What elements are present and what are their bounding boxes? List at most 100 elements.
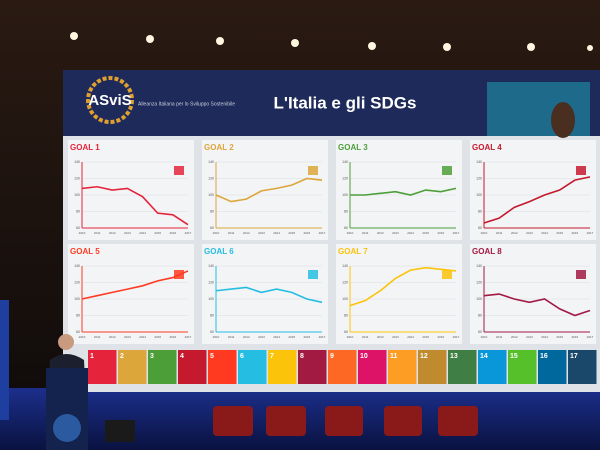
y-tick-label: 100 [342, 297, 348, 301]
x-tick-label: 2017 [587, 231, 594, 235]
y-tick-label: 100 [342, 193, 348, 197]
x-tick-label: 2012 [377, 335, 384, 339]
x-tick-label: 2013 [392, 231, 399, 235]
sdg-number: 15 [510, 353, 518, 360]
y-tick-label: 60 [210, 330, 214, 334]
y-tick-label: 80 [210, 209, 214, 213]
goal-panel: GOAL 8 60 80 100 120 140 2010 2011 2012 2013 2014 2… [470, 244, 596, 344]
sdg-icon [328, 350, 357, 384]
sdg-icon [448, 350, 477, 384]
x-tick-label: 2016 [304, 231, 311, 235]
x-tick-label: 2010 [347, 231, 354, 235]
goal-line [350, 187, 457, 196]
x-tick-label: 2016 [304, 335, 311, 339]
x-tick-label: 2016 [572, 335, 579, 339]
y-tick-label: 100 [74, 297, 80, 301]
goal-panel: GOAL 7 60 80 100 120 140 2010 2011 2012 2013 2014 2… [336, 244, 462, 344]
goal-title: GOAL 5 [70, 247, 100, 256]
slide-title: L'Italia e gli SDGs [274, 93, 417, 112]
goal-panel: GOAL 2 60 80 100 120 140 2010 2011 2012 2013 2014 2… [202, 140, 328, 240]
x-tick-label: 2014 [541, 335, 548, 339]
x-tick-label: 2011 [228, 335, 235, 339]
y-tick-label: 80 [76, 313, 80, 317]
y-tick-label: 100 [74, 193, 80, 197]
y-tick-label: 100 [208, 297, 214, 301]
logo-subtitle: Alleanza Italiana per lo Sviluppo Sosten… [138, 101, 235, 107]
y-tick-label: 60 [344, 226, 348, 230]
y-tick-label: 100 [208, 193, 214, 197]
y-tick-label: 60 [76, 226, 80, 230]
y-tick-label: 60 [344, 330, 348, 334]
x-tick-label: 2014 [273, 231, 280, 235]
podium-logo [53, 414, 81, 442]
sdg-icon [118, 350, 147, 384]
sdg-icon [358, 350, 387, 384]
x-tick-label: 2012 [377, 231, 384, 235]
x-tick-label: 2011 [362, 231, 369, 235]
sdg-number: 3 [150, 353, 154, 360]
y-tick-label: 80 [344, 313, 348, 317]
goal-icon [308, 166, 318, 175]
goal-line [483, 176, 591, 224]
y-tick-label: 120 [342, 280, 348, 284]
y-tick-label: 140 [342, 264, 348, 268]
x-tick-label: 2015 [422, 335, 429, 339]
goal-title: GOAL 4 [472, 143, 502, 152]
sdg-number: 4 [180, 353, 184, 360]
sdg-icon [418, 350, 447, 384]
sdg-icon [88, 350, 117, 384]
y-tick-label: 60 [478, 330, 482, 334]
panel-background [68, 244, 194, 344]
x-tick-label: 2017 [185, 335, 192, 339]
x-tick-label: 2010 [213, 231, 220, 235]
sdg-icon [238, 350, 267, 384]
x-tick-label: 2014 [407, 231, 414, 235]
panel-background [470, 140, 596, 240]
x-tick-label: 2010 [79, 231, 86, 235]
goal-icon [442, 166, 452, 175]
goal-icon [174, 166, 184, 175]
panel-background [336, 244, 462, 344]
y-tick-label: 60 [478, 226, 482, 230]
x-tick-label: 2013 [526, 335, 533, 339]
goal-line [215, 286, 323, 304]
goal-title: GOAL 6 [204, 247, 234, 256]
x-tick-label: 2015 [556, 231, 563, 235]
x-tick-label: 2015 [154, 335, 161, 339]
x-tick-label: 2012 [511, 335, 518, 339]
goal-panel: GOAL 4 60 80 100 120 140 2010 2011 2012 2013 2014 2… [470, 140, 596, 240]
x-tick-label: 2014 [139, 231, 146, 235]
y-tick-label: 120 [208, 176, 214, 180]
y-tick-label: 80 [210, 313, 214, 317]
goal-panel: GOAL 3 60 80 100 120 140 2010 2011 2012 2013 2014 2… [336, 140, 462, 240]
sdg-number: 7 [270, 353, 274, 360]
sdg-icon [568, 350, 597, 384]
y-tick-label: 100 [476, 297, 482, 301]
sdg-number: 11 [390, 353, 398, 360]
x-tick-label: 2011 [228, 231, 235, 235]
flag [0, 300, 9, 420]
x-tick-label: 2016 [438, 335, 445, 339]
y-tick-label: 120 [476, 176, 482, 180]
x-tick-label: 2012 [109, 335, 116, 339]
x-tick-label: 2015 [288, 335, 295, 339]
x-tick-label: 2013 [526, 231, 533, 235]
x-tick-label: 2015 [288, 231, 295, 235]
x-tick-label: 2010 [347, 335, 354, 339]
x-tick-label: 2017 [319, 231, 326, 235]
video-inset [487, 82, 590, 136]
x-tick-label: 2016 [170, 231, 177, 235]
ceiling-lights [70, 32, 593, 51]
goal-panels: GOAL 1 60 80 100 120 140 2010 2011 2012 2013 2014 2… [68, 140, 596, 344]
x-tick-label: 2016 [170, 335, 177, 339]
x-tick-label: 2010 [481, 335, 488, 339]
x-tick-label: 2014 [541, 231, 548, 235]
x-tick-label: 2017 [319, 335, 326, 339]
monitor [105, 420, 135, 442]
goal-panel: GOAL 6 60 80 100 120 140 2010 2011 2012 2013 2014 2… [202, 244, 328, 344]
goal-icon [576, 166, 586, 175]
y-tick-label: 80 [344, 209, 348, 213]
goal-title: GOAL 2 [204, 143, 234, 152]
goal-title: GOAL 8 [472, 247, 502, 256]
